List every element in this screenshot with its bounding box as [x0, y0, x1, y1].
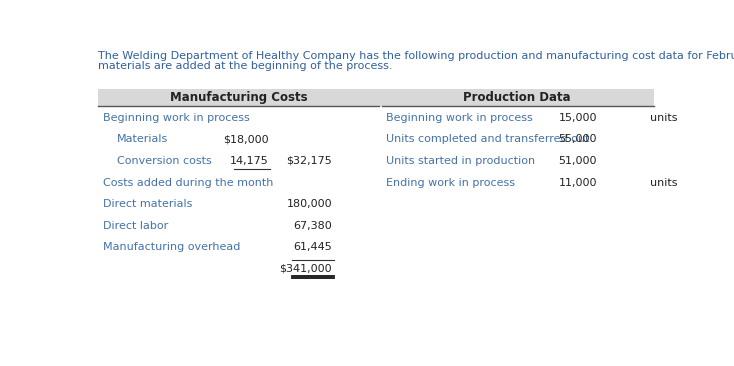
Text: Direct materials: Direct materials [103, 199, 192, 209]
Text: 55,000: 55,000 [559, 134, 597, 145]
Text: $32,175: $32,175 [286, 156, 332, 166]
Text: Production Data: Production Data [463, 90, 571, 104]
Text: $18,000: $18,000 [223, 134, 269, 145]
Text: 14,175: 14,175 [230, 156, 269, 166]
Text: 15,000: 15,000 [559, 113, 597, 123]
Text: Manufacturing overhead: Manufacturing overhead [103, 242, 240, 252]
Text: Units started in production: Units started in production [386, 156, 535, 166]
Text: Direct labor: Direct labor [103, 221, 168, 231]
Text: units: units [650, 113, 677, 123]
Text: 51,000: 51,000 [559, 156, 597, 166]
Text: The Welding Department of Healthy Company has the following production and manuf: The Welding Department of Healthy Compan… [98, 51, 734, 61]
Text: 67,380: 67,380 [294, 221, 332, 231]
Text: materials are added at the beginning of the process.: materials are added at the beginning of … [98, 61, 393, 71]
Text: Beginning work in process: Beginning work in process [386, 113, 533, 123]
Text: Materials: Materials [117, 134, 168, 145]
Text: Beginning work in process: Beginning work in process [103, 113, 250, 123]
Text: 180,000: 180,000 [286, 199, 332, 209]
Text: Units completed and transferred out: Units completed and transferred out [386, 134, 589, 145]
Text: 11,000: 11,000 [559, 178, 597, 187]
Text: units: units [650, 178, 677, 187]
Bar [98, 89, 380, 105]
Text: Costs added during the month: Costs added during the month [103, 178, 273, 187]
Text: Ending work in process: Ending work in process [386, 178, 515, 187]
Text: 61,445: 61,445 [294, 242, 332, 252]
Text: Conversion costs: Conversion costs [117, 156, 211, 166]
Bar [380, 89, 655, 105]
Text: $341,000: $341,000 [280, 264, 332, 274]
Text: Manufacturing Costs: Manufacturing Costs [170, 90, 308, 104]
